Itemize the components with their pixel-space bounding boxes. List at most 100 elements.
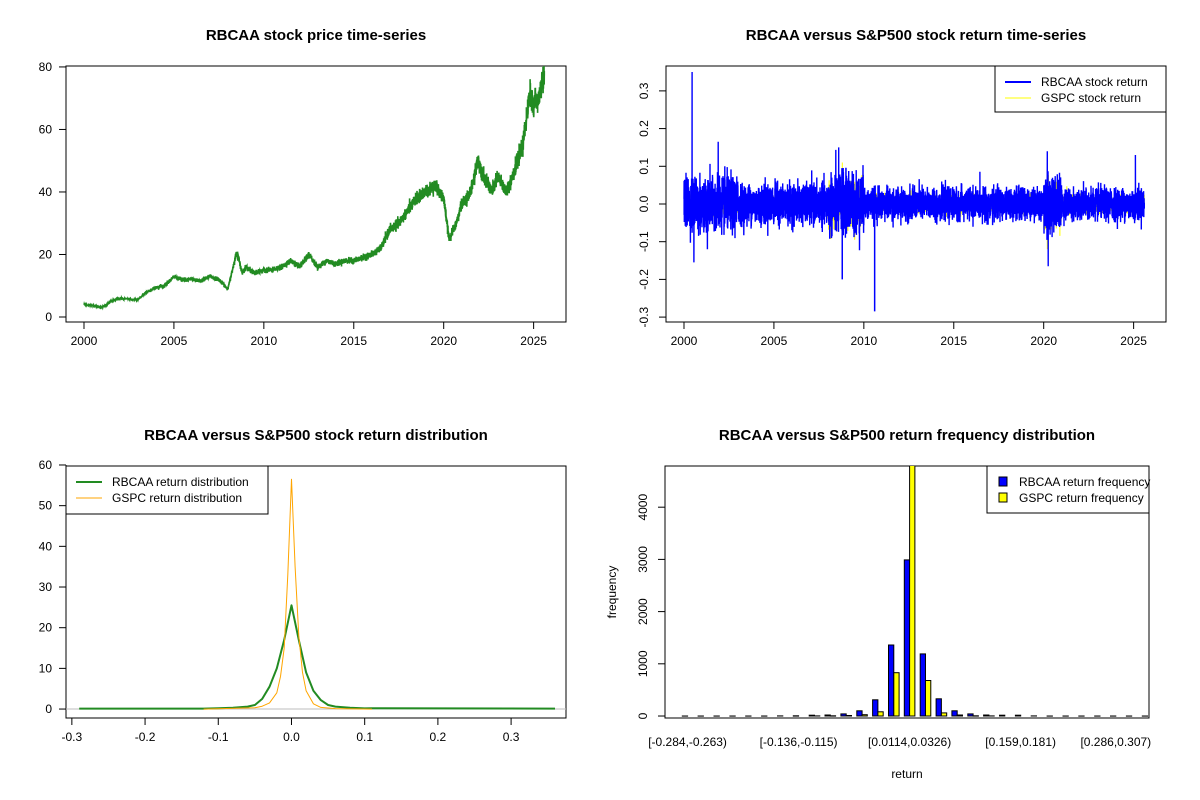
x-tick-label: 2005 bbox=[161, 334, 188, 348]
bar-rbcaa-bin-9 bbox=[824, 714, 831, 717]
y-tick-label: 30 bbox=[39, 580, 53, 594]
chart-panel-3: RBCAA versus S&P500 stock return distrib… bbox=[39, 427, 567, 744]
bar-rbcaa-bin-12 bbox=[872, 699, 879, 717]
bin-label: [-0.136,-0.115) bbox=[760, 735, 838, 749]
bar-gspc-bin-10 bbox=[845, 715, 852, 717]
x-axis-title: return bbox=[891, 767, 922, 781]
x-tick-label: 2000 bbox=[671, 334, 698, 348]
legend-entry: RBCAA stock return bbox=[1041, 75, 1148, 89]
chart-title: RBCAA versus S&P500 return frequency dis… bbox=[719, 427, 1095, 444]
bar-gspc-bin-16 bbox=[940, 712, 948, 717]
legend-entry: RBCAA return frequency bbox=[1019, 475, 1150, 489]
chart-title: RBCAA stock price time-series bbox=[206, 27, 426, 44]
bar-rbcaa-bin-15 bbox=[919, 653, 926, 717]
series-line-rbcaa-return bbox=[683, 71, 1145, 312]
y-tick-label: 0.3 bbox=[637, 82, 651, 99]
legend: RBCAA return distribution GSPC return dis… bbox=[65, 465, 269, 515]
bin-label: [-0.284,-0.263) bbox=[648, 735, 727, 749]
chart-panel-1: RBCAA stock price time-series 2000 2005 201… bbox=[39, 27, 567, 348]
x-tick-label: 2000 bbox=[71, 334, 98, 348]
bar-rbcaa-bin-20 bbox=[999, 714, 1006, 717]
x-tick-label: -0.3 bbox=[62, 730, 83, 744]
y-tick-label: 0.1 bbox=[637, 158, 651, 175]
series-line-rbcaa-price bbox=[83, 66, 546, 311]
y-tick-label: 80 bbox=[39, 60, 53, 74]
bar-gspc-bin-14 bbox=[909, 466, 916, 717]
legend-entry: GSPC return frequency bbox=[1019, 491, 1144, 505]
y-tick-label: 1000 bbox=[636, 650, 650, 677]
chart-title: RBCAA versus S&P500 stock return time-se… bbox=[746, 27, 1086, 44]
bar-rbcaa-bin-21 bbox=[1014, 714, 1022, 717]
chart-panel-4: RBCAA versus S&P500 return frequency dis… bbox=[605, 427, 1151, 781]
bar-rbcaa-bin-8 bbox=[808, 714, 815, 717]
y-axis-title: frequency bbox=[605, 566, 619, 619]
legend: RBCAA return frequency GSPC return freque… bbox=[986, 465, 1150, 514]
bin-label: [0.159,0.181) bbox=[985, 735, 1056, 749]
legend-swatch bbox=[998, 492, 1008, 503]
y-tick-label: 0 bbox=[45, 702, 52, 716]
x-tick-label: 2005 bbox=[761, 334, 788, 348]
y-tick-label: -0.2 bbox=[637, 269, 651, 290]
bar-rbcaa-bin-11 bbox=[856, 710, 863, 717]
y-tick-label: 50 bbox=[39, 499, 53, 513]
y-tick-label: 20 bbox=[39, 621, 53, 635]
y-tick-label: 60 bbox=[39, 122, 53, 136]
bar-rbcaa-bin-14 bbox=[903, 559, 911, 717]
y-tick-label: -0.3 bbox=[637, 306, 651, 327]
bar-rbcaa-bin-16 bbox=[935, 698, 942, 717]
y-tick-label: 20 bbox=[39, 247, 53, 261]
x-tick-label: 2015 bbox=[340, 334, 367, 348]
legend-box bbox=[994, 65, 1167, 113]
bar-rbcaa-bin-19 bbox=[983, 714, 990, 717]
y-tick-label: 0 bbox=[636, 712, 650, 719]
legend-entry: RBCAA return distribution bbox=[112, 475, 249, 489]
bin-label: [0.0114,0.0326) bbox=[868, 735, 951, 749]
y-tick-label: -0.1 bbox=[637, 231, 651, 252]
x-tick-label: 2010 bbox=[850, 334, 877, 348]
bar-rbcaa-bin-13 bbox=[888, 644, 895, 717]
y-tick-label: 0.0 bbox=[637, 195, 651, 212]
bar-rbcaa-bin-18 bbox=[967, 713, 974, 717]
x-tick-label: -0.2 bbox=[135, 730, 156, 744]
chart-panel-2: RBCAA versus S&P500 stock return time-se… bbox=[637, 27, 1167, 348]
legend-entry: GSPC stock return bbox=[1041, 91, 1141, 105]
y-tick-label: 0 bbox=[45, 310, 52, 324]
y-tick-label: 60 bbox=[39, 458, 53, 472]
y-tick-label: 0.2 bbox=[637, 120, 651, 137]
bar-gspc-bin-13 bbox=[893, 672, 900, 717]
x-tick-label: -0.1 bbox=[208, 730, 229, 744]
bar-gspc-bin-15 bbox=[925, 680, 932, 717]
legend-box bbox=[986, 465, 1150, 514]
x-tick-label: 0.0 bbox=[283, 730, 300, 744]
x-tick-label: 2020 bbox=[430, 334, 457, 348]
bar-gspc-bin-17 bbox=[956, 714, 963, 717]
y-tick-label: 4000 bbox=[636, 494, 650, 521]
chart-title: RBCAA versus S&P500 stock return distrib… bbox=[144, 427, 488, 444]
y-tick-label: 10 bbox=[39, 661, 53, 675]
legend-box bbox=[65, 465, 269, 515]
density-line-gspc bbox=[203, 478, 373, 710]
y-tick-label: 40 bbox=[39, 185, 53, 199]
density-line-rbcaa bbox=[79, 604, 556, 710]
bar-gspc-bin-12 bbox=[877, 711, 884, 717]
legend: RBCAA stock return GSPC stock return bbox=[994, 65, 1167, 113]
x-tick-label: 0.2 bbox=[430, 730, 447, 744]
y-tick-label: 3000 bbox=[636, 546, 650, 573]
plot-frame bbox=[65, 65, 567, 323]
y-tick-label: 2000 bbox=[636, 598, 650, 625]
bar-rbcaa-bin-17 bbox=[951, 710, 958, 717]
bar-rbcaa-bin-10 bbox=[840, 713, 847, 717]
x-tick-label: 2020 bbox=[1030, 334, 1057, 348]
x-tick-label: 0.1 bbox=[356, 730, 373, 744]
x-tick-label: 2015 bbox=[940, 334, 967, 348]
legend-entry: GSPC return distribution bbox=[112, 491, 242, 505]
legend-swatch bbox=[998, 476, 1008, 487]
bar-gspc-bin-11 bbox=[861, 714, 868, 717]
x-tick-label: 0.3 bbox=[503, 730, 520, 744]
x-tick-label: 2025 bbox=[1120, 334, 1147, 348]
bin-label: [0.286,0.307) bbox=[1080, 735, 1151, 749]
x-tick-label: 2025 bbox=[520, 334, 547, 348]
x-tick-label: 2010 bbox=[250, 334, 277, 348]
y-tick-label: 40 bbox=[39, 539, 53, 553]
